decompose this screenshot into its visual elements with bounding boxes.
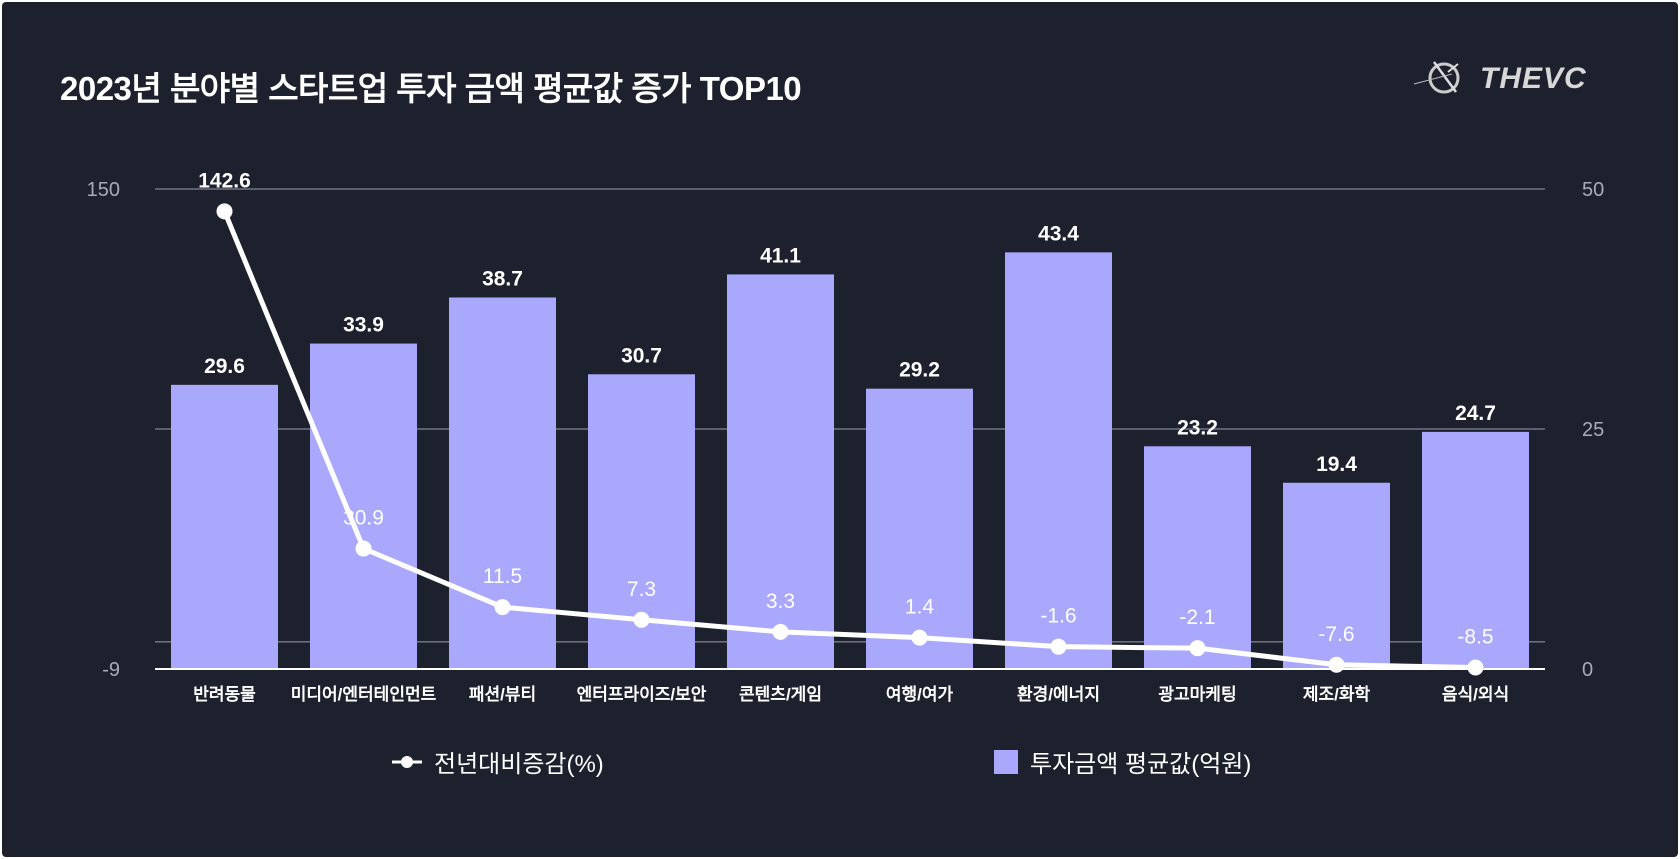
- right-axis-tick: 25: [1582, 419, 1604, 441]
- line-data-label: -8.5: [1457, 625, 1493, 648]
- x-axis-tick: 미디어/엔터테인먼트: [291, 685, 437, 704]
- legend-item-bar[interactable]: 투자금액 평균값(억원): [994, 744, 1251, 779]
- line-data-label: 7.3: [627, 578, 656, 601]
- bar: [1422, 431, 1529, 669]
- line-data-label: 142.6: [198, 169, 251, 192]
- line-point: [1050, 638, 1067, 655]
- line-data-label: 11.5: [483, 565, 522, 588]
- x-axis-tick: 콘텐츠/게임: [739, 684, 822, 704]
- line-point: [772, 623, 789, 640]
- left-axis-tick: 150: [87, 179, 120, 201]
- bar-data-label: 23.2: [1177, 416, 1218, 439]
- bar-data-label: 33.9: [343, 314, 384, 337]
- x-axis-tick: 패션/뷰티: [469, 685, 536, 704]
- bar-data-label: 43.4: [1038, 222, 1079, 245]
- orbit-logo-icon: [1413, 61, 1460, 94]
- bar: [866, 388, 973, 669]
- legend-label-bar: 투자금액 평균값(억원): [1030, 751, 1252, 778]
- left-axis-tick: -9: [102, 659, 120, 681]
- line-point: [1467, 659, 1484, 676]
- line-data-label: -7.6: [1318, 623, 1354, 646]
- thevc-logo: THEVC: [1412, 54, 1587, 104]
- legend-label-line: 전년대비증감(%): [434, 751, 604, 778]
- line-data-label: -2.1: [1179, 606, 1215, 629]
- line-series: [222, 210, 1476, 670]
- bar: [1005, 252, 1112, 670]
- x-axis-tick: 음식/외식: [1442, 685, 1509, 704]
- bar-data-label: 29.6: [204, 355, 245, 378]
- bar-data-label: 24.7: [1455, 402, 1496, 425]
- chart-plot: 150 -9 50 25 0 29.6 33.9 38.7 30.7 41.1 29.2 43.4 23…: [87, 169, 1605, 704]
- line-data-label: 3.3: [766, 590, 795, 613]
- line-point: [494, 599, 511, 616]
- bar-data-label: 38.7: [482, 267, 523, 290]
- x-axis-tick: 환경/에너지: [1017, 685, 1100, 704]
- bar: [1144, 446, 1251, 669]
- line-data-label: 30.9: [343, 507, 384, 530]
- bar: [1283, 482, 1390, 669]
- line-point: [216, 203, 233, 220]
- logo-text: THEVC: [1480, 62, 1587, 95]
- line-marker-icon: [392, 755, 422, 768]
- bar: [171, 384, 278, 669]
- x-axis-tick: 엔터프라이즈/보안: [577, 685, 707, 704]
- x-axis-tick: 제조/화학: [1303, 685, 1371, 704]
- x-axis-tick: 여행/여가: [886, 685, 954, 704]
- x-axis-tick: 광고마케팅: [1158, 685, 1236, 704]
- bar: [727, 274, 834, 669]
- line-data-label: 1.4: [905, 596, 935, 619]
- line-point: [1189, 640, 1206, 657]
- legend-item-line[interactable]: 전년대비증감(%): [392, 744, 604, 779]
- line-data-label: -1.6: [1040, 605, 1076, 628]
- line-point: [355, 540, 372, 557]
- line-point: [911, 629, 928, 646]
- bar-data-label: 30.7: [621, 344, 662, 367]
- x-axis-tick: 반려동물: [193, 685, 256, 704]
- right-axis-tick: 0: [1582, 659, 1593, 681]
- chart-title: 2023년 분야별 스타트업 투자 금액 평균값 증가 TOP10: [60, 70, 802, 107]
- right-axis-tick: 50: [1582, 179, 1604, 201]
- bar: [310, 343, 417, 669]
- bar-swatch-icon: [994, 749, 1018, 774]
- line-point: [633, 611, 650, 628]
- bar-data-label: 29.2: [899, 359, 940, 382]
- line-point: [1328, 656, 1345, 673]
- bar-data-label: 19.4: [1316, 453, 1357, 476]
- bar-data-label: 41.1: [760, 244, 801, 267]
